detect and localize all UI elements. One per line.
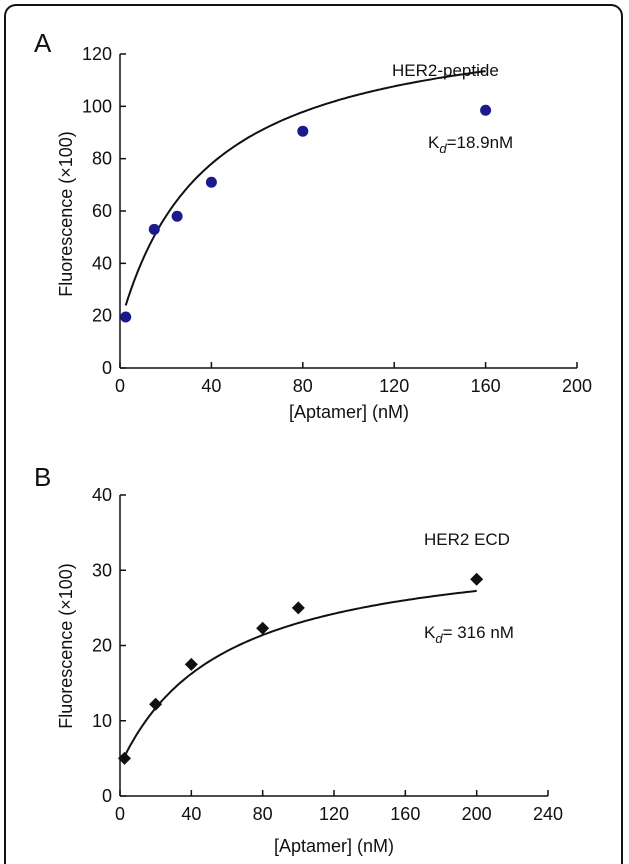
x-tick-label-a: 40: [201, 376, 221, 396]
fit-curve-b: [123, 589, 477, 758]
y-tick-label-b: 0: [102, 786, 112, 806]
y-tick-label-a: 20: [92, 306, 112, 326]
x-axis-label-a: [Aptamer] (nM): [289, 402, 409, 422]
data-point-b: [117, 751, 131, 765]
kd-value-a: =18.9nM: [447, 133, 514, 152]
y-tick-label-a: 60: [92, 201, 112, 221]
data-point-a: [205, 176, 217, 188]
y-tick-label-b: 40: [92, 485, 112, 505]
data-point-b: [184, 657, 198, 671]
x-tick-label-a: 120: [379, 376, 409, 396]
y-tick-label-b: 20: [92, 636, 112, 656]
x-tick-label-a: 0: [115, 376, 125, 396]
x-tick-label-b: 200: [462, 804, 492, 824]
x-tick-label-a: 80: [293, 376, 313, 396]
y-axis-label-a: Fluorescence (×100): [56, 131, 76, 297]
kd-prefix-a: K: [428, 133, 440, 152]
chart-panel-b: B HER2 ECD Kd= 316 nM [Aptamer] (nM) Flu…: [34, 462, 563, 856]
data-point-a: [171, 210, 183, 222]
kd-value-b: = 316 nM: [443, 623, 514, 642]
data-point-b: [470, 572, 484, 586]
data-point-a: [297, 125, 309, 137]
y-tick-label-a: 100: [82, 96, 112, 116]
kd-prefix-b: K: [424, 623, 436, 642]
target-label-b: HER2 ECD: [424, 530, 510, 549]
x-tick-label-a: 160: [471, 376, 501, 396]
x-tick-label-b: 40: [181, 804, 201, 824]
y-tick-label-b: 30: [92, 560, 112, 580]
x-tick-label-b: 160: [390, 804, 420, 824]
y-tick-label-a: 120: [82, 44, 112, 64]
target-label-a: HER2-peptide: [392, 61, 499, 80]
chart-panel-a: A HER2-peptide Kd=18.9nM [Aptamer] (nM) …: [34, 28, 592, 422]
data-point-a: [120, 311, 132, 323]
kd-subscript-a: d: [439, 141, 447, 156]
figure-frame: [4, 4, 623, 864]
data-point-a: [148, 223, 160, 235]
x-tick-label-b: 0: [115, 804, 125, 824]
x-tick-label-b: 120: [319, 804, 349, 824]
panel-label-a: A: [34, 28, 52, 58]
x-tick-label-a: 200: [562, 376, 592, 396]
data-point-b: [291, 601, 305, 615]
x-tick-label-b: 240: [533, 804, 563, 824]
data-point-b: [256, 621, 270, 635]
kd-annotation-a: Kd=18.9nM: [428, 133, 513, 156]
y-tick-label-a: 0: [102, 358, 112, 378]
x-tick-label-b: 80: [253, 804, 273, 824]
y-axis-label-b: Fluorescence (×100): [56, 563, 76, 729]
data-point-b: [149, 697, 163, 711]
kd-subscript-b: d: [435, 631, 443, 646]
y-tick-label-a: 40: [92, 253, 112, 273]
y-tick-label-a: 80: [92, 149, 112, 169]
data-point-a: [480, 104, 492, 116]
fit-curve-a: [124, 70, 486, 306]
x-axis-label-b: [Aptamer] (nM): [274, 836, 394, 856]
panel-label-b: B: [34, 462, 51, 492]
kd-annotation-b: Kd= 316 nM: [424, 623, 514, 646]
y-tick-label-b: 10: [92, 711, 112, 731]
